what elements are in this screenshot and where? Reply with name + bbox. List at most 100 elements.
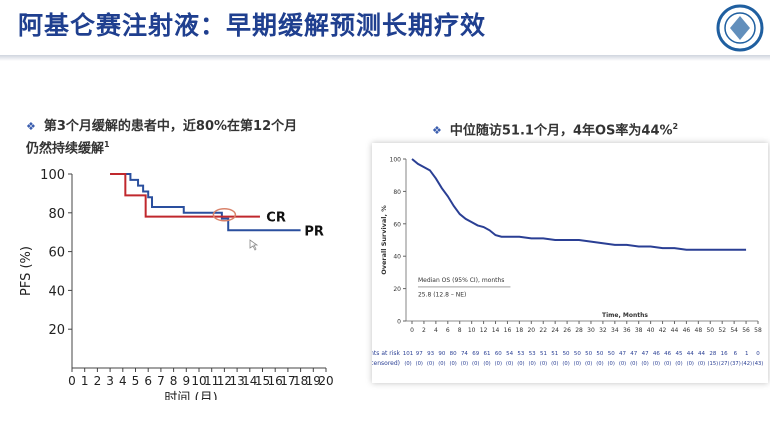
x-tick-label: 1: [81, 374, 89, 388]
at-risk-value: 53: [529, 351, 536, 357]
x-tick-label: 6: [144, 374, 152, 388]
x-tick-label: 0: [68, 374, 76, 388]
y-tick-label: 40: [393, 254, 401, 261]
series-line-os: [411, 158, 747, 251]
censored-value: (0): [698, 361, 705, 367]
at-risk-value: 6: [734, 351, 738, 357]
censored-value: (0): [551, 361, 558, 367]
x-tick-label: 52: [718, 327, 726, 334]
y-tick-label: 0: [397, 319, 401, 326]
bullet-right-text: 中位随访51.1个月，4年OS率为44%: [449, 123, 673, 139]
censored-value: (0): [540, 361, 547, 367]
bullet-left-line1: 第3个月缓解的患者中，近80%在第12个月: [43, 119, 298, 134]
x-tick-label: 10: [468, 327, 476, 334]
at-risk-value: 45: [675, 351, 682, 357]
at-risk-value: 50: [608, 351, 615, 357]
x-tick-label: 42: [659, 327, 667, 334]
censored-value: (0): [438, 361, 445, 367]
censored-value: (0): [529, 361, 536, 367]
median-os-value: 25.8 (12.8 – NE): [418, 292, 466, 299]
censored-value: (0): [585, 361, 592, 367]
at-risk-value: 74: [461, 351, 468, 357]
x-tick-label: 4: [119, 374, 127, 388]
at-risk-value: 54: [506, 351, 513, 357]
x-tick-label: 11: [204, 374, 219, 388]
at-risk-value: 46: [653, 351, 660, 357]
x-tick-label: 36: [623, 327, 631, 334]
x-tick-label: 58: [754, 327, 762, 334]
censored-value: (0): [562, 361, 569, 367]
at-risk-value: 90: [438, 351, 445, 357]
x-tick-label: 28: [575, 327, 583, 334]
x-tick-label: 15: [255, 374, 270, 388]
at-risk-value: 44: [687, 351, 694, 357]
y-tick-label: 60: [393, 221, 401, 228]
mouse-cursor-icon: [249, 239, 259, 251]
highlight-circle: [212, 207, 237, 222]
censored-value: (37): [730, 361, 741, 367]
x-tick-label: 14: [492, 327, 500, 334]
at-risk-value: 0: [756, 351, 760, 357]
at-risk-value: 1: [745, 351, 749, 357]
y-tick-label: 60: [48, 246, 65, 261]
censored-value: (0): [619, 361, 626, 367]
censored-value: (0): [517, 361, 524, 367]
at-risk-value: 50: [585, 351, 592, 357]
at-risk-value: 50: [563, 351, 570, 357]
x-tick-label: 9: [182, 374, 190, 388]
x-axis-label: Time, Months: [602, 312, 648, 319]
x-tick-label: 14: [242, 374, 257, 388]
y-tick-label: 20: [48, 323, 65, 338]
at-risk-value: 53: [517, 351, 524, 357]
slide-title: 阿基仑赛注射液：早期缓解预测长期疗效: [18, 11, 487, 40]
x-tick-label: 4: [434, 327, 438, 334]
label-pr: PR: [304, 224, 324, 239]
y-tick-label: 80: [393, 189, 401, 196]
at-risk-value: 97: [416, 351, 423, 357]
x-tick-label: 30: [587, 327, 595, 334]
university-seal-icon: [716, 4, 764, 52]
censored-value: (0): [687, 361, 694, 367]
title-divider: [0, 55, 770, 61]
label-cr: CR: [266, 211, 286, 226]
x-tick-label: 24: [551, 327, 559, 334]
x-tick-label: 8: [170, 374, 178, 388]
censored-value: (0): [608, 361, 615, 367]
x-tick-label: 10: [191, 374, 206, 388]
y-tick-label: 40: [48, 284, 65, 299]
diamond-bullet-icon: ❖: [432, 124, 442, 138]
x-tick-label: 16: [268, 374, 283, 388]
censored-value: (0): [675, 361, 682, 367]
at-risk-value: 61: [484, 351, 491, 357]
x-tick-label: 17: [280, 374, 295, 388]
censored-value: (0): [495, 361, 502, 367]
x-tick-label: 18: [516, 327, 524, 334]
at-risk-value: 60: [495, 351, 502, 357]
x-axis-label: 时间 (月): [164, 391, 217, 400]
y-tick-label: 20: [393, 286, 401, 293]
censored-value: (43): [753, 361, 764, 367]
bullet-left: ❖ 第3个月缓解的患者中，近80%在第12个月 仍然持续缓解1: [26, 118, 356, 158]
at-risk-value: 28: [709, 351, 716, 357]
x-tick-label: 44: [671, 327, 679, 334]
censored-value: (15): [708, 361, 719, 367]
at-risk-label: Patients at risk: [372, 350, 401, 357]
x-tick-label: 32: [599, 327, 607, 334]
x-tick-label: 12: [217, 374, 232, 388]
series-line-pr: [110, 173, 301, 232]
x-tick-label: 0: [410, 327, 414, 334]
x-tick-label: 18: [293, 374, 308, 388]
at-risk-value: 80: [450, 351, 457, 357]
censored-value: (0): [416, 361, 423, 367]
at-risk-value: 51: [540, 351, 547, 357]
x-tick-label: 8: [458, 327, 462, 334]
diamond-bullet-icon: ❖: [26, 120, 36, 133]
censored-value: (0): [506, 361, 513, 367]
x-tick-label: 38: [635, 327, 643, 334]
x-tick-label: 56: [742, 327, 750, 334]
x-tick-label: 3: [106, 374, 114, 388]
censored-value: (0): [664, 361, 671, 367]
censored-value: (0): [641, 361, 648, 367]
